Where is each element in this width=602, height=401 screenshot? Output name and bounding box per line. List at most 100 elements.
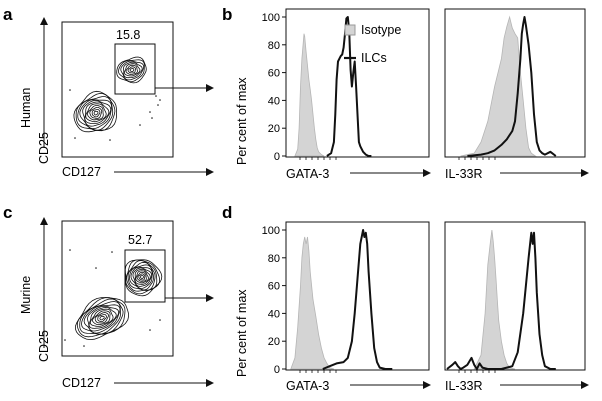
contour-line [97,314,107,323]
y-axis-label: CD25 [37,330,51,362]
contour-line [120,60,145,81]
isotype-series [290,236,335,370]
contour-line [87,105,104,121]
y-tick-label: 80 [268,253,280,265]
plot-frame [285,8,430,158]
event-dot [69,249,71,251]
gate-percentage: 15.8 [116,28,140,42]
series-layer [460,15,557,157]
ilc-series [446,231,556,370]
series-layer [446,229,556,370]
histogram-d-gata3: 100 80 60 40 20 0 GATA-3 [262,221,431,393]
contour-line [92,310,111,326]
y-tick-label: 20 [268,336,280,348]
x-axis-label: IL-33R [445,167,483,181]
panel-label-b: b [222,5,232,24]
contour-line [127,66,136,74]
histogram-y-axis-label: Per cent of max [235,77,249,165]
panel-label-d: d [222,203,232,222]
contour-line [89,107,103,119]
y-tick-label: 40 [268,308,280,320]
y-axis-label: CD25 [37,132,51,164]
isotype-series [460,15,537,157]
isotype-series [473,229,516,370]
y-tick-label: 20 [268,123,280,135]
legend-label-ilcs: ILCs [361,51,387,65]
y-tick-label: 0 [274,364,280,376]
histogram-y-axis-label: Per cent of max [235,289,249,377]
legend: Isotype ILCs [344,23,401,65]
y-tick-label: 80 [268,40,280,52]
contour-line [129,68,135,72]
contour-line [79,298,124,335]
legend-label-isotype: Isotype [361,23,401,37]
plot-frame [61,21,174,158]
y-tick-label: 60 [268,68,280,80]
y-tick-label: 100 [262,12,280,24]
contour-line [79,99,113,130]
panel-label-a: a [3,5,13,24]
event-dot [139,124,141,126]
contour-line [81,301,121,335]
contour-line [91,109,101,118]
contour-line [125,64,138,75]
event-dot [149,329,151,331]
y-tick-label: 100 [262,225,280,237]
y-tick-label: 40 [268,95,280,107]
event-dot [159,319,161,321]
event-dot [151,117,153,119]
event-dot [111,251,113,253]
event-dot [109,139,111,141]
contour-line [94,312,109,324]
histogram-b-il33r: IL-33R [444,8,589,181]
event-dot [95,267,97,269]
contour-line [135,270,149,284]
histogram-d-il33r: IL-33R [444,221,589,393]
contour-line [134,268,151,285]
series-layer [294,16,372,157]
contour-line [136,271,147,282]
gate-box [124,249,166,303]
legend-swatch-isotype [344,24,356,36]
contour-line [89,308,114,327]
plot-frame [285,221,430,371]
contour-line [138,273,146,281]
contour-line [132,267,153,287]
contour-line [124,63,141,77]
event-dot [74,137,76,139]
plot-frame [444,221,586,371]
plot-frame [444,8,586,158]
contour-line [116,56,147,84]
ilc-series [322,229,393,370]
x-axis-label: GATA-3 [286,167,329,181]
y-tick-label: 60 [268,281,280,293]
contour-line [140,275,144,279]
contour-line [118,59,145,83]
contour-line [85,103,107,123]
isotype-series [294,33,325,157]
contour-line [124,259,163,297]
contour-line [75,92,116,132]
event-dot [155,95,157,97]
gate-box [114,43,156,95]
contour-line [77,96,114,131]
gate-percentage: 52.7 [128,233,152,247]
species-label: Murine [19,276,33,314]
event-dot [83,345,85,347]
ilc-series [467,16,557,157]
event-dot [159,99,161,101]
contour-line [99,316,105,321]
event-dot [157,104,159,106]
x-axis-label: GATA-3 [286,379,329,393]
contour-line [83,304,121,334]
event-dot [69,89,71,91]
contour-plot-murine: Murine CD25 CD127 52.7 [19,217,214,390]
x-axis-label: IL-33R [445,379,483,393]
contour-line [87,305,120,332]
plot-frame [61,220,174,357]
contour-line [129,264,155,291]
event-dot [149,111,151,113]
species-label: Human [19,88,33,128]
panel-label-c: c [3,203,12,222]
